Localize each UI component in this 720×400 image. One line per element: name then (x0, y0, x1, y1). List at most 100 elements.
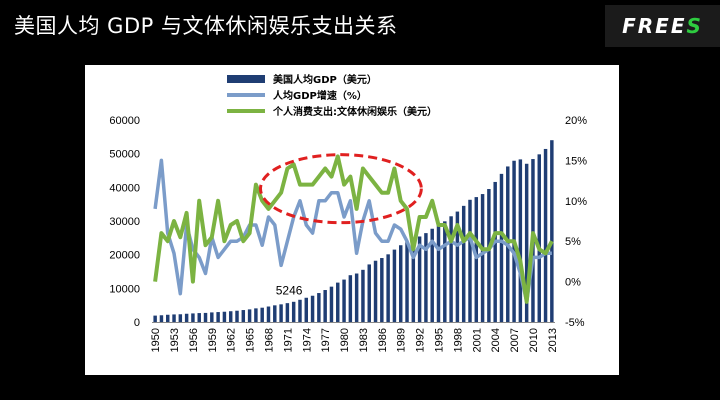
gdp-bar (518, 159, 523, 322)
gdp-bar (279, 304, 283, 322)
x-axis-tick-label: 1953 (169, 328, 181, 352)
gdp-bar (550, 140, 554, 322)
x-axis-tick-label: 1977 (320, 328, 332, 352)
x-axis-tick-label: 1956 (188, 328, 200, 352)
gdp-bar (474, 197, 479, 322)
x-axis-tick-label: 1968 (263, 328, 275, 352)
gdp-bar (499, 173, 504, 322)
x-axis-tick-label: 1998 (452, 328, 464, 352)
frees-logo: FREES (605, 5, 720, 47)
gdp-bar (203, 312, 208, 322)
gdp-bar (449, 216, 453, 322)
gdp-bar (260, 307, 264, 322)
x-axis-tick-label: 1980 (339, 328, 351, 352)
gdp-leisure-chart: 0 10000 20000 30000 40000 50000 60000 -5% 0% 5% 10… (109, 73, 587, 352)
right-axis-tick-label: 15% (565, 155, 587, 167)
gdp-bar (487, 189, 491, 322)
gdp-bar (367, 264, 371, 322)
left-axis-tick-label: 50000 (109, 149, 140, 161)
gdp-bar (480, 194, 485, 322)
x-axis-tick-label: 1983 (358, 328, 370, 352)
gdp-bar (342, 279, 346, 322)
gdp-bar (537, 154, 541, 322)
gdp-bar (455, 211, 460, 322)
gdp-bar (405, 241, 409, 322)
left-axis-tick-label: 60000 (109, 115, 140, 127)
left-axis-tick-label: 40000 (109, 182, 140, 194)
x-axis-tick-label: 1989 (396, 328, 408, 352)
gdp-bar (443, 221, 447, 322)
gdp-bar (417, 236, 422, 322)
gdp-bar (436, 225, 441, 322)
x-axis-tick-label: 1992 (415, 328, 427, 352)
gdp-bar (354, 273, 359, 322)
legend-label: 个人消费支出:文体休闲娱乐（美元） (272, 105, 437, 118)
gdp-bar (304, 297, 309, 322)
x-axis-tick-label: 2013 (547, 328, 559, 352)
gdp-bar (361, 269, 365, 322)
gdp-bar (216, 312, 220, 322)
gdp-bar (329, 286, 334, 322)
gdp-bar (524, 163, 529, 322)
left-axis-tick-label: 30000 (109, 216, 140, 228)
gdp-bar (493, 181, 497, 322)
gdp-bar (184, 313, 189, 322)
gdp-bar (424, 233, 428, 322)
gdp-bar (153, 315, 157, 322)
gdp-bar (191, 313, 195, 322)
right-axis-tick-label: 5% (565, 236, 581, 248)
gdp-bar (291, 301, 296, 322)
legend-swatch-gdp (227, 75, 265, 83)
gdp-bar (197, 313, 201, 322)
x-axis-tick-label: 1986 (377, 328, 389, 352)
gdp-bar (210, 312, 214, 322)
gdp-bar (254, 308, 258, 322)
gdp-bar (317, 293, 321, 322)
gdp-bar (468, 199, 472, 322)
right-axis-tick-label: 20% (565, 115, 587, 127)
legend-label: 人均GDP增速（%） (273, 89, 367, 102)
gdp-bar (392, 249, 397, 322)
x-axis-tick-label: 1959 (207, 328, 219, 352)
gdp-bar (235, 310, 239, 322)
left-axis-tick-label: 0 (134, 317, 140, 329)
gdp-bar (298, 299, 302, 322)
gdp-bar (348, 275, 353, 322)
gdp-bar (310, 295, 315, 322)
x-axis-tick-label: 1962 (226, 328, 238, 352)
gdp-bar (178, 314, 183, 322)
gdp-bar (241, 310, 246, 322)
gdp-bar (430, 228, 434, 322)
x-axis-tick-label: 1950 (150, 328, 162, 352)
gdp-bar (380, 258, 384, 322)
right-axis-tick-label: 10% (565, 196, 587, 208)
x-axis-tick-label: 2004 (490, 328, 502, 352)
x-axis-tick-label: 2007 (509, 328, 521, 352)
gdp-bar (166, 314, 170, 322)
left-axis-tick-label: 20000 (109, 250, 140, 262)
gdp-bar (411, 240, 416, 322)
logo-text: FREES (622, 14, 703, 38)
right-axis-tick-label: -5% (565, 317, 585, 329)
x-axis-tick-label: 1995 (434, 328, 446, 352)
gdp-bar (461, 205, 466, 322)
annotation-label: 5246 (276, 283, 303, 297)
gdp-bar (373, 260, 378, 322)
leisure-spending-line (153, 154, 554, 304)
gdp-bar (543, 148, 548, 322)
gdp-bar (228, 311, 233, 322)
x-axis-tick-label: 1971 (282, 328, 294, 352)
gdp-bar (398, 245, 403, 322)
left-axis-tick-label: 10000 (109, 283, 140, 295)
chart-panel: 0 10000 20000 30000 40000 50000 60000 -5% 0% 5% 10… (85, 65, 619, 375)
x-axis-tick-label: 1965 (245, 328, 257, 352)
x-axis-tick-label: 1974 (301, 328, 313, 352)
x-axis-tick-label: 2010 (528, 328, 540, 352)
slide-title: 美国人均 GDP 与文体休闲娱乐支出关系 (14, 14, 398, 38)
legend-label: 美国人均GDP（美元） (273, 73, 377, 86)
right-axis-tick-label: 0% (565, 277, 581, 289)
gdp-bar (285, 303, 290, 322)
gdp-bar (323, 290, 327, 322)
highlight-ellipse (258, 153, 423, 225)
gdp-bar (247, 309, 252, 322)
